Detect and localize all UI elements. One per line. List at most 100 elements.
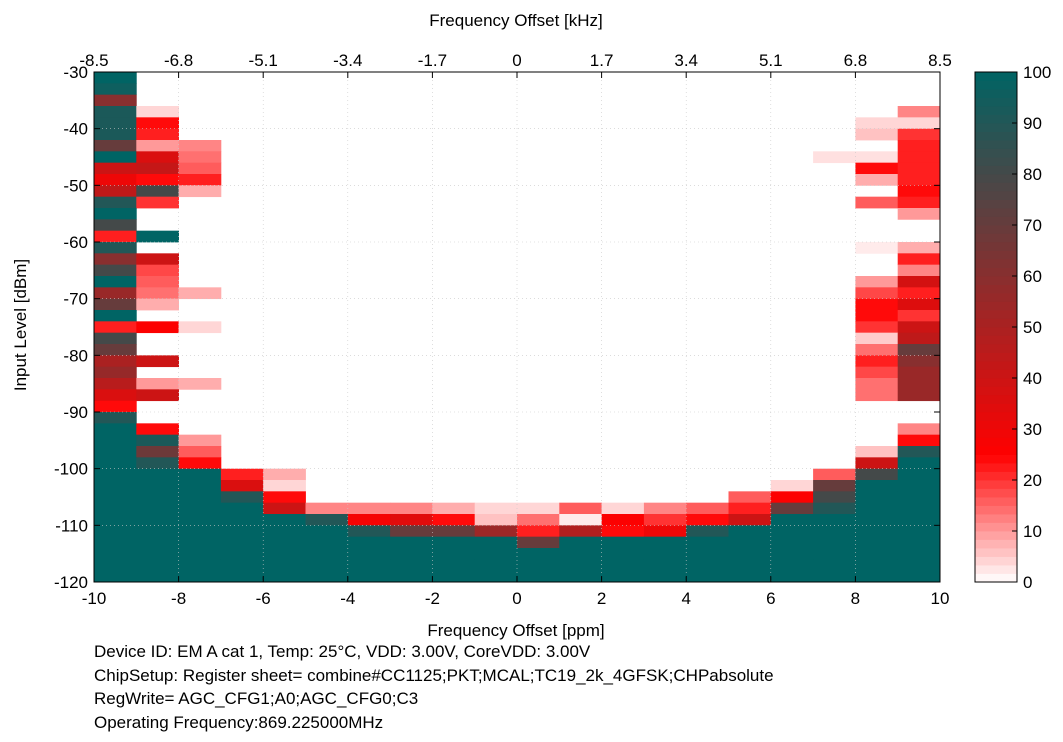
heatmap-cell <box>897 196 941 209</box>
colorbar-segment <box>975 565 1017 574</box>
heatmap-cell <box>897 480 941 492</box>
heatmap-cell <box>813 536 856 549</box>
y-tick-label: -100 <box>54 460 88 479</box>
heatmap-cell <box>897 242 941 254</box>
heatmap-cell <box>220 468 264 481</box>
heatmap-cell <box>94 548 137 560</box>
colorbar-segment <box>975 157 1017 166</box>
heatmap-cell <box>855 287 899 300</box>
heatmap-cell <box>897 128 941 141</box>
x-tick-label: -4 <box>340 589 355 608</box>
heatmap-cell <box>94 502 137 515</box>
x-tick-label: -2 <box>425 589 440 608</box>
heatmap-cell <box>474 548 518 560</box>
heatmap-cell <box>220 559 264 572</box>
heatmap-cell <box>94 468 137 481</box>
colorbar-segment <box>975 80 1017 90</box>
heatmap-cell <box>178 559 222 572</box>
colorbar-segment <box>975 284 1017 294</box>
colorbar-segment <box>975 539 1017 549</box>
heatmap-cell <box>855 548 899 560</box>
colorbar-segment <box>975 114 1017 124</box>
heatmap-cell <box>897 457 941 470</box>
heatmap-cell <box>855 536 899 549</box>
colorbar-segment <box>975 208 1017 217</box>
heatmap-cell <box>220 491 264 504</box>
colorbar-segment <box>975 369 1017 379</box>
heatmap-cell <box>432 536 476 549</box>
heatmap-cell <box>855 310 899 322</box>
heatmap-cell <box>136 128 179 141</box>
heatmap-cell <box>897 185 941 198</box>
colorbar-segment <box>975 480 1017 489</box>
colorbar-segment <box>975 225 1017 234</box>
heatmap-cell <box>728 491 772 504</box>
heatmap-cell <box>390 548 433 560</box>
colorbar-tick-label: 100 <box>1023 63 1051 82</box>
heatmap-cell <box>897 389 941 402</box>
heatmap-cell <box>94 128 137 141</box>
x-tick-label: 4 <box>681 589 690 608</box>
colorbar: 0 10 20 30 40 50 60 70 80 90 100 <box>974 63 1051 592</box>
heatmap-cell <box>136 446 179 458</box>
colorbar-segment <box>975 395 1017 404</box>
heatmap-cell <box>643 548 687 560</box>
heatmap-cell <box>94 423 137 436</box>
x-tick-label: 0 <box>512 589 521 608</box>
colorbar-segment <box>975 174 1017 183</box>
colorbar-segment <box>975 131 1017 141</box>
heatmap-cell <box>897 332 941 345</box>
colorbar-segment <box>975 420 1017 430</box>
heatmap-cell <box>855 468 899 481</box>
y-tick-label: -120 <box>54 573 88 592</box>
heatmap-cell <box>643 502 687 515</box>
heatmap-cell <box>897 366 941 379</box>
heatmap-cell <box>855 276 899 288</box>
heatmap-cell <box>136 151 179 164</box>
colorbar-segment <box>975 378 1017 387</box>
heatmap-cell <box>559 502 602 515</box>
colorbar-segment <box>975 182 1017 192</box>
heatmap-cell <box>94 446 137 458</box>
heatmap-cell <box>897 468 941 481</box>
heatmap-cell <box>347 502 391 515</box>
colorbar-segment <box>975 123 1017 132</box>
heatmap-cell <box>855 570 899 583</box>
colorbar-segment <box>975 344 1017 353</box>
colorbar-segment <box>975 463 1017 472</box>
heatmap-cell <box>94 94 137 107</box>
heatmap-cell <box>643 559 687 572</box>
top-x-tick-label: -6.8 <box>164 51 193 70</box>
colorbar-segment <box>975 352 1017 362</box>
colorbar-segment <box>975 165 1017 175</box>
y-tick-label: -50 <box>63 176 88 195</box>
axis-ticks: -10 -8 -6 -4 -2 0 2 4 6 8 10 -8.5 -6.8 -5.1 -3.4 -1.7 0 1… <box>54 51 952 608</box>
y-axis-title: Input Level [dBm] <box>11 259 30 391</box>
x-tick-label: 2 <box>597 589 606 608</box>
x-tick-label: -8 <box>171 589 186 608</box>
heatmap-cell <box>94 174 137 186</box>
heatmap-cell <box>263 468 306 481</box>
heatmap-cell <box>728 570 772 583</box>
heatmap-cell <box>94 491 137 504</box>
top-axis-title: Frequency Offset [kHz] <box>429 11 603 30</box>
heatmap-cell <box>601 559 645 572</box>
heatmap-cell <box>94 230 137 243</box>
colorbar-segment <box>975 148 1017 158</box>
heatmap-cell <box>94 298 137 311</box>
heatmap-cell <box>813 491 856 504</box>
colorbar-segment <box>975 267 1017 277</box>
heatmap-cell <box>136 423 179 436</box>
heatmap-cell <box>559 536 602 549</box>
heatmap-cell <box>94 185 137 198</box>
heatmap-cell <box>136 514 179 526</box>
heatmap-cell <box>432 559 476 572</box>
heatmap-cell <box>855 242 899 254</box>
heatmap-cell <box>178 480 222 492</box>
chip-setup-info: ChipSetup: Register sheet= combine#CC112… <box>94 665 774 685</box>
heatmap-cell <box>347 548 391 560</box>
colorbar-tick-label: 90 <box>1023 114 1042 133</box>
colorbar-tick-label: 60 <box>1023 267 1042 286</box>
heatmap-cell <box>601 548 645 560</box>
heatmap-cell <box>178 525 222 538</box>
